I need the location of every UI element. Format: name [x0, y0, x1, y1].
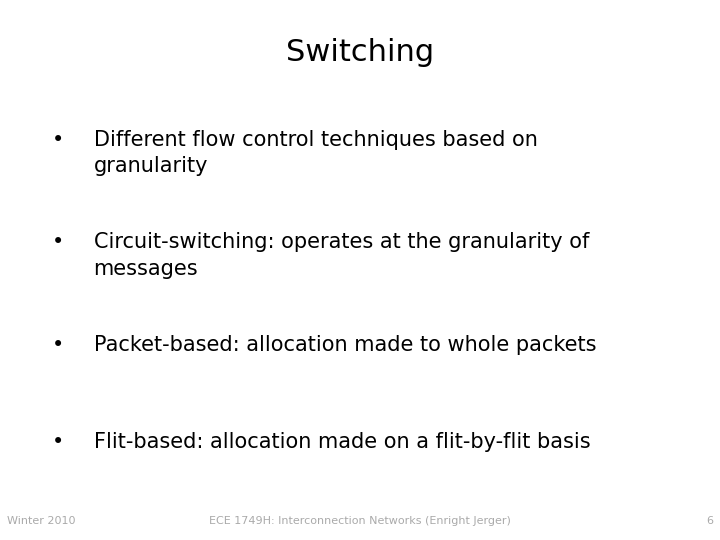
Text: •: •: [51, 232, 64, 252]
Text: ECE 1749H: Interconnection Networks (Enright Jerger): ECE 1749H: Interconnection Networks (Enr…: [209, 516, 511, 526]
Text: •: •: [51, 130, 64, 150]
Text: Different flow control techniques based on
granularity: Different flow control techniques based …: [94, 130, 537, 176]
Text: 6: 6: [706, 516, 713, 526]
Text: Flit-based: allocation made on a flit-by-flit basis: Flit-based: allocation made on a flit-by…: [94, 432, 590, 452]
Text: Circuit-switching: operates at the granularity of
messages: Circuit-switching: operates at the granu…: [94, 232, 589, 279]
Text: Packet-based: allocation made to whole packets: Packet-based: allocation made to whole p…: [94, 335, 596, 355]
Text: •: •: [51, 335, 64, 355]
Text: Switching: Switching: [286, 38, 434, 67]
Text: Winter 2010: Winter 2010: [7, 516, 76, 526]
Text: •: •: [51, 432, 64, 452]
